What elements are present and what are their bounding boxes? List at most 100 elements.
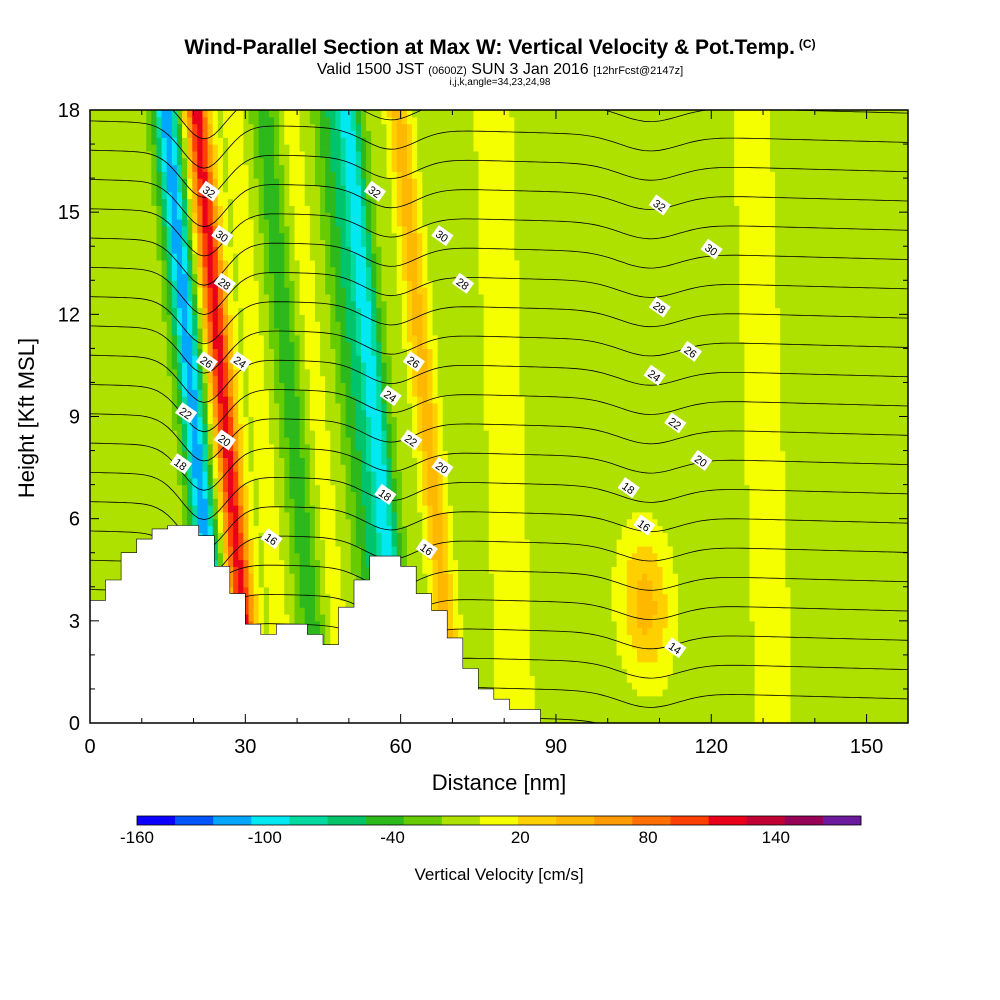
velocity-cell: [253, 470, 260, 479]
velocity-cell: [320, 545, 326, 554]
velocity-cell: [207, 150, 214, 159]
velocity-cell: [233, 130, 239, 138]
velocity-cell: [100, 164, 106, 172]
velocity-cell: [279, 450, 285, 458]
velocity-cell: [100, 532, 106, 540]
velocity-cell: [105, 457, 112, 465]
velocity-cell: [274, 607, 280, 615]
velocity-cell: [120, 362, 127, 370]
velocity-cell: [248, 614, 255, 622]
velocity-cell: [330, 334, 336, 343]
velocity-cell: [304, 150, 311, 159]
velocity-cell: [309, 130, 316, 138]
velocity-cell: [136, 348, 142, 356]
velocity-cell: [258, 559, 265, 567]
velocity-cell: [115, 484, 122, 493]
velocity-cell: [320, 348, 326, 356]
velocity-cell: [279, 545, 285, 554]
velocity-cell: [238, 573, 244, 581]
velocity-cell: [136, 443, 142, 452]
velocity-cell: [309, 566, 316, 574]
velocity-cell: [115, 259, 122, 268]
velocity-cell: [366, 212, 372, 220]
velocity-cell: [202, 239, 209, 247]
velocity-cell: [161, 212, 168, 220]
velocity-cell: [238, 191, 244, 200]
velocity-cell: [238, 280, 244, 288]
velocity-cell: [90, 171, 96, 179]
velocity-cell: [151, 498, 158, 506]
velocity-cell: [182, 184, 188, 193]
velocity-cell: [228, 430, 234, 438]
velocity-cell: [125, 300, 132, 309]
velocity-cell: [90, 280, 96, 288]
velocity-cell: [105, 239, 112, 247]
velocity-cell: [258, 579, 265, 588]
velocity-cell: [294, 511, 301, 520]
velocity-cell: [350, 266, 357, 275]
velocity-cell: [304, 144, 311, 152]
velocity-cell: [100, 137, 106, 145]
velocity-cell: [360, 280, 367, 288]
velocity-cell: [156, 511, 163, 520]
velocity-cell: [268, 218, 275, 227]
velocity-cell: [161, 457, 168, 465]
velocity-cell: [95, 368, 101, 377]
velocity-cell: [274, 293, 280, 302]
velocity-cell: [115, 518, 122, 527]
velocity-cell: [136, 110, 142, 118]
velocity-cell: [360, 130, 367, 138]
velocity-cell: [284, 171, 290, 179]
velocity-cell: [222, 178, 229, 186]
velocity-cell: [90, 586, 96, 595]
velocity-cell: [171, 157, 178, 166]
velocity-cell: [238, 464, 244, 472]
velocity-cell: [284, 443, 290, 452]
velocity-cell: [335, 484, 342, 493]
velocity-cell: [263, 368, 270, 377]
velocity-cell: [320, 579, 326, 588]
velocity-cell: [253, 375, 260, 384]
velocity-cell: [294, 287, 301, 295]
velocity-cell: [284, 300, 290, 309]
velocity-cell: [340, 484, 347, 493]
velocity-cell: [335, 430, 342, 438]
velocity-cell: [120, 436, 127, 445]
velocity-cell: [130, 525, 137, 533]
velocity-cell: [146, 130, 152, 138]
velocity-cell: [258, 287, 265, 295]
velocity-cell: [141, 246, 147, 254]
velocity-cell: [243, 327, 250, 336]
velocity-cell: [141, 511, 147, 520]
velocity-cell: [100, 259, 106, 268]
velocity-cell: [233, 273, 239, 281]
velocity-cell: [182, 157, 188, 166]
velocity-cell: [345, 341, 352, 349]
velocity-cell: [217, 293, 224, 302]
velocity-cell: [228, 341, 234, 349]
velocity-cell: [279, 130, 285, 138]
velocity-cell: [304, 314, 311, 322]
velocity-cell: [130, 307, 137, 315]
velocity-cell: [228, 184, 234, 193]
velocity-cell: [95, 457, 101, 465]
velocity-cell: [330, 409, 336, 418]
velocity-cell: [350, 430, 357, 438]
velocity-cell: [151, 144, 158, 152]
velocity-cell: [115, 157, 122, 166]
velocity-cell: [253, 246, 260, 254]
velocity-cell: [176, 341, 183, 349]
velocity-cell: [176, 511, 183, 520]
velocity-cell: [212, 130, 219, 138]
velocity-cell: [141, 239, 147, 247]
velocity-cell: [90, 409, 96, 418]
velocity-cell: [110, 287, 117, 295]
velocity-cell: [110, 178, 117, 186]
velocity-cell: [151, 280, 158, 288]
velocity-cell: [161, 375, 168, 384]
velocity-cell: [238, 341, 244, 349]
velocity-cell: [192, 137, 198, 145]
velocity-cell: [202, 375, 209, 384]
velocity-cell: [268, 150, 275, 159]
velocity-cell: [146, 205, 152, 213]
